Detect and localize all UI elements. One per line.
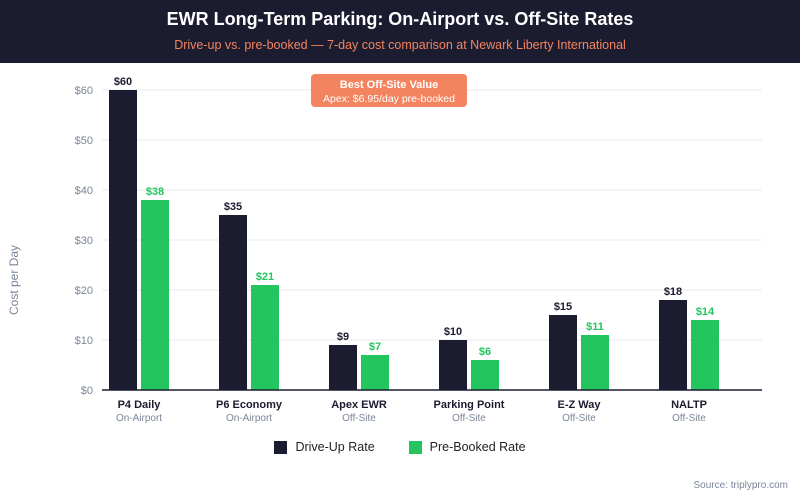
bar-pre-booked (141, 200, 169, 390)
legend-item-drive-up: Drive-Up Rate (274, 440, 375, 454)
y-tick-label: $60 (75, 85, 93, 97)
y-tick-label: $50 (75, 135, 93, 147)
data-label-pre-booked: $6 (479, 346, 491, 358)
x-tick-sublabel: On-Airport (116, 413, 162, 424)
legend-swatch-drive-up (274, 440, 288, 454)
bar-chart: $0 $10 $20 $30 $40 $50 $60 Cost per Day $60 $38 P4… (7, 74, 762, 424)
annotation-text: Apex: $6.95/day pre-booked (323, 93, 455, 105)
bar-drive-up (439, 340, 467, 390)
y-tick-label: $20 (75, 285, 93, 297)
x-tick-label: P4 Daily (118, 399, 162, 411)
annotation-title: Best Off-Site Value (340, 79, 438, 91)
x-tick-label: E-Z Way (558, 399, 602, 411)
data-label-drive-up: $18 (664, 286, 682, 298)
x-tick-sublabel: Off-Site (562, 413, 596, 424)
x-tick-sublabel: Off-Site (342, 413, 376, 424)
source-note: Source: triplypro.com (693, 480, 788, 491)
data-label-pre-booked: $14 (696, 306, 715, 318)
y-tick-label: $40 (75, 185, 93, 197)
chart-header: EWR Long-Term Parking: On-Airport vs. Of… (0, 0, 800, 63)
data-label-drive-up: $9 (337, 331, 349, 343)
legend-label-drive-up: Drive-Up Rate (295, 440, 375, 454)
x-tick-label: Parking Point (434, 399, 505, 411)
chart-title: EWR Long-Term Parking: On-Airport vs. Of… (166, 9, 634, 29)
bar-pre-booked (361, 355, 389, 390)
bar-drive-up (659, 300, 687, 390)
data-label-drive-up: $15 (554, 301, 572, 313)
legend-item-pre-booked: Pre-Booked Rate (408, 440, 526, 454)
y-tick-label: $0 (81, 385, 93, 397)
annotation-box (311, 74, 467, 107)
y-axis-label: Cost per Day (7, 245, 21, 315)
legend-swatch-pre-booked (408, 440, 422, 454)
data-label-drive-up: $35 (224, 201, 242, 213)
data-label-pre-booked: $38 (146, 186, 164, 198)
bar-drive-up (219, 215, 247, 390)
bar-drive-up (109, 90, 137, 390)
x-tick-label: NALTP (671, 399, 707, 411)
y-tick-label: $30 (75, 235, 93, 247)
bar-pre-booked (581, 335, 609, 390)
bar-pre-booked (691, 320, 719, 390)
x-tick-label: Apex EWR (331, 399, 387, 411)
bar-pre-booked (251, 285, 279, 390)
x-tick-sublabel: Off-Site (672, 413, 706, 424)
y-tick-label: $10 (75, 335, 93, 347)
data-label-pre-booked: $7 (369, 341, 381, 353)
data-label-pre-booked: $21 (256, 271, 274, 283)
legend-label-pre-booked: Pre-Booked Rate (429, 440, 526, 454)
data-label-drive-up: $10 (444, 326, 462, 338)
x-tick-label: P6 Economy (216, 399, 283, 411)
x-tick-sublabel: Off-Site (452, 413, 486, 424)
bar-pre-booked (471, 360, 499, 390)
data-label-drive-up: $60 (114, 76, 132, 88)
bar-drive-up (329, 345, 357, 390)
bar-drive-up (549, 315, 577, 390)
x-tick-sublabel: On-Airport (226, 413, 272, 424)
chart-subtitle: Drive-up vs. pre-booked — 7-day cost com… (174, 38, 626, 52)
data-label-pre-booked: $11 (586, 321, 604, 333)
legend: Drive-Up Rate Pre-Booked Rate (0, 440, 800, 454)
